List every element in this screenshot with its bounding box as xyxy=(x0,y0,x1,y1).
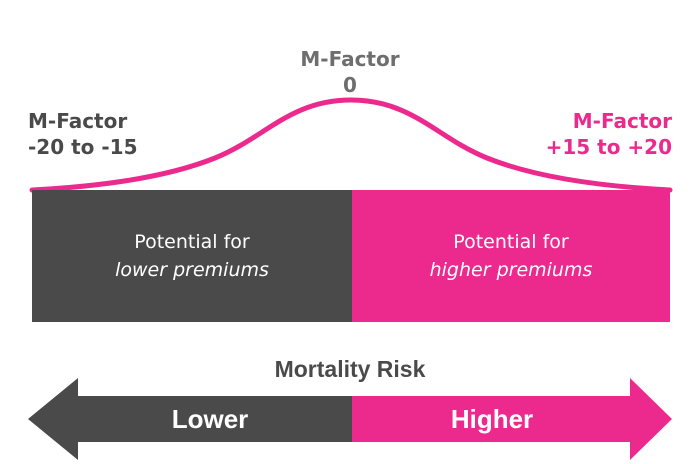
bell-curve xyxy=(29,97,673,193)
mortality-risk-title: Mortality Risk xyxy=(274,356,426,382)
bell-curve-line xyxy=(29,97,673,193)
m-factor-low-range: -20 to -15 xyxy=(28,135,138,159)
lower-premiums-line1: Potential for xyxy=(134,231,250,253)
higher-premiums-line2: higher premiums xyxy=(429,259,593,281)
higher-premiums-line1: Potential for xyxy=(453,231,569,253)
lower-premiums-line2: lower premiums xyxy=(115,259,269,281)
m-factor-low-title: M-Factor xyxy=(28,109,128,133)
m-factor-high-range: +15 to +20 xyxy=(545,135,672,159)
arrow-higher-label: Higher xyxy=(450,404,534,434)
m-factor-high-label: M-Factor +15 to +20 xyxy=(546,108,672,160)
higher-premiums-block: Potential for higher premiums xyxy=(352,190,670,322)
lower-premiums-block: Potential for lower premiums xyxy=(32,190,352,322)
higher-arrow-half xyxy=(352,378,672,460)
m-factor-center-value: 0 xyxy=(343,73,357,97)
m-factor-low-label: M-Factor -20 to -15 xyxy=(28,108,138,160)
m-factor-high-title: M-Factor xyxy=(572,109,672,133)
lower-arrow-half xyxy=(28,378,352,460)
m-factor-center-title: M-Factor xyxy=(300,47,400,71)
arrow-lower-label: Lower xyxy=(171,404,249,434)
m-factor-center-label: M-Factor 0 xyxy=(250,46,450,98)
